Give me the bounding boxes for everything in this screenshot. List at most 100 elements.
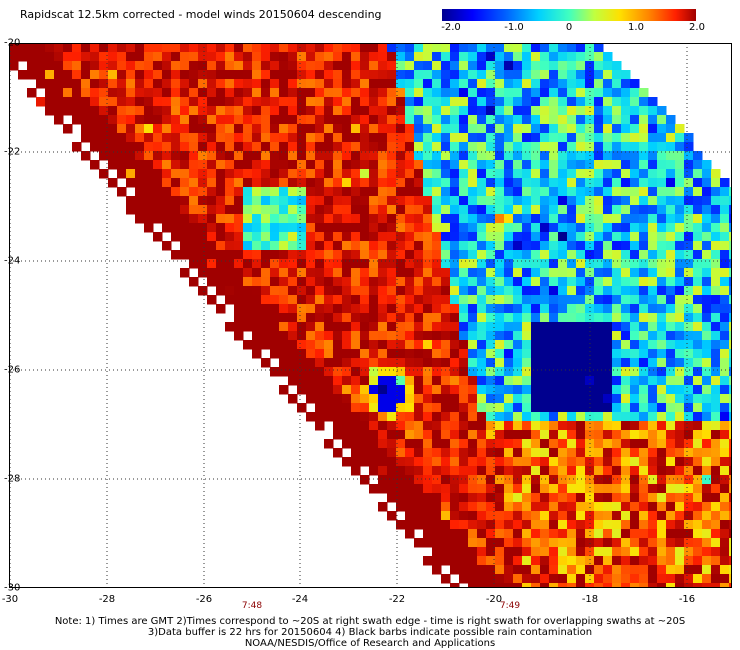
data-cell (369, 367, 379, 377)
data-cell (558, 466, 568, 476)
data-cell (576, 583, 586, 588)
data-cell (180, 142, 190, 152)
data-cell (252, 214, 262, 224)
data-cell (702, 259, 712, 269)
data-cell (657, 385, 667, 395)
data-cell (369, 295, 379, 305)
data-cell (369, 277, 379, 287)
data-cell (162, 160, 172, 170)
data-cell (657, 367, 667, 377)
data-cell (522, 205, 532, 215)
data-cell (504, 178, 514, 188)
data-cell (99, 70, 109, 80)
data-cell (495, 574, 505, 584)
data-cell (603, 340, 613, 350)
data-cell (423, 484, 433, 494)
data-cell (675, 421, 685, 431)
data-cell (441, 304, 451, 314)
data-cell (648, 133, 658, 143)
data-cell (405, 421, 415, 431)
data-cell (675, 259, 685, 269)
data-cell (459, 538, 469, 548)
data-cell (306, 196, 316, 206)
data-cell (657, 538, 667, 548)
data-cell (369, 178, 379, 188)
data-cell (288, 151, 298, 161)
data-cell (639, 97, 649, 107)
data-cell (576, 520, 586, 530)
data-cell (306, 52, 316, 62)
data-cell (297, 43, 307, 53)
data-cell (540, 340, 550, 350)
data-cell (315, 313, 325, 323)
data-cell (441, 43, 451, 53)
data-cell (207, 277, 217, 287)
data-cell (612, 556, 622, 566)
data-cell (657, 259, 667, 269)
data-cell (441, 232, 451, 242)
data-cell (378, 358, 388, 368)
data-cell (630, 277, 640, 287)
data-cell (720, 439, 730, 449)
data-cell (702, 556, 712, 566)
data-cell (558, 259, 568, 269)
data-cell (162, 106, 172, 116)
data-cell (729, 502, 732, 512)
data-cell (351, 394, 361, 404)
data-cell (171, 124, 181, 134)
data-cell (720, 286, 730, 296)
data-cell (459, 241, 469, 251)
data-cell (603, 205, 613, 215)
data-cell (522, 124, 532, 134)
data-cell (594, 133, 604, 143)
data-cell (666, 169, 676, 179)
data-cell (477, 340, 487, 350)
data-cell (468, 322, 478, 332)
data-cell (639, 286, 649, 296)
data-cell (585, 556, 595, 566)
data-cell (432, 286, 442, 296)
data-cell (459, 394, 469, 404)
data-cell (657, 142, 667, 152)
data-cell (135, 70, 145, 80)
data-cell (342, 430, 352, 440)
data-cell (459, 304, 469, 314)
data-cell (567, 520, 577, 530)
data-cell (666, 223, 676, 233)
data-cell (612, 358, 622, 368)
data-cell (423, 142, 433, 152)
data-cell (648, 205, 658, 215)
data-cell (594, 205, 604, 215)
data-cell (522, 340, 532, 350)
data-cell (504, 367, 514, 377)
data-cell (360, 358, 370, 368)
data-cell (540, 286, 550, 296)
data-cell (459, 475, 469, 485)
data-cell (693, 403, 703, 413)
data-cell (675, 403, 685, 413)
data-cell (495, 385, 505, 395)
data-cell (522, 214, 532, 224)
data-cell (108, 151, 118, 161)
data-cell (252, 331, 262, 341)
data-cell (495, 583, 505, 588)
data-cell (594, 79, 604, 89)
data-cell (540, 331, 550, 341)
data-cell (288, 331, 298, 341)
data-cell (351, 349, 361, 359)
data-cell (333, 259, 343, 269)
data-cell (198, 142, 208, 152)
data-cell (306, 61, 316, 71)
data-cell (252, 97, 262, 107)
data-cell (594, 169, 604, 179)
data-cell (342, 169, 352, 179)
data-cell (324, 79, 334, 89)
data-cell (333, 313, 343, 323)
data-cell (657, 412, 667, 422)
data-cell (702, 547, 712, 557)
data-cell (207, 160, 217, 170)
data-cell (522, 259, 532, 269)
data-cell (603, 169, 613, 179)
data-cell (315, 286, 325, 296)
data-cell (360, 367, 370, 377)
